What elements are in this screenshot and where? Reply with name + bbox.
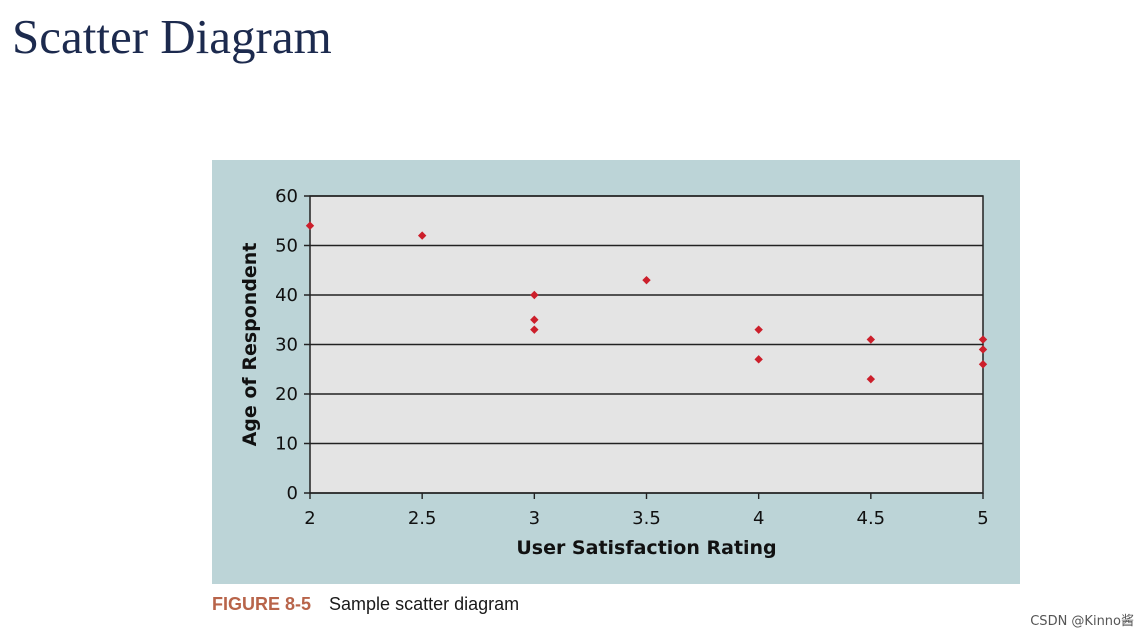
x-tick-label: 3 [529, 508, 540, 529]
x-tick-label: 5 [977, 508, 988, 529]
data-point [866, 374, 876, 384]
data-point [978, 345, 988, 354]
y-tick-label: 50 [275, 236, 298, 257]
data-point [754, 355, 763, 364]
y-tick-label: 40 [275, 285, 298, 306]
x-tick-label: 2 [304, 508, 315, 529]
data-point [642, 275, 651, 285]
data-point [417, 231, 427, 240]
data-point [978, 360, 988, 369]
y-tick-label: 30 [275, 335, 298, 356]
y-tick-label: 0 [287, 483, 298, 504]
data-point [978, 335, 988, 344]
y-tick-label: 20 [275, 384, 298, 405]
x-tick-label: 2.5 [408, 508, 437, 529]
figure-caption: FIGURE 8-5 Sample scatter diagram [212, 594, 519, 615]
y-tick-label: 60 [275, 186, 298, 207]
y-tick-label: 10 [275, 434, 298, 455]
data-point [305, 221, 315, 230]
x-tick-label: 4 [753, 508, 764, 529]
x-tick-label: 4.5 [857, 508, 886, 529]
x-tick-label: 3.5 [632, 508, 661, 529]
slide-title: Scatter Diagram [12, 9, 332, 64]
scatter-chart: 0 10 20 30 40 50 60 2 2.5 3 3.5 4 4.5 5 User Satisfac… [239, 186, 989, 559]
data-point [866, 335, 876, 344]
x-axis-label: User Satisfaction Rating [516, 537, 776, 559]
y-axis-label: Age of Respondent [239, 243, 261, 447]
figure-number: FIGURE 8-5 [212, 594, 312, 614]
figure-caption-text: Sample scatter diagram [329, 594, 520, 614]
data-point [754, 325, 763, 334]
watermark: CSDN @Kinno酱 [1030, 614, 1134, 629]
